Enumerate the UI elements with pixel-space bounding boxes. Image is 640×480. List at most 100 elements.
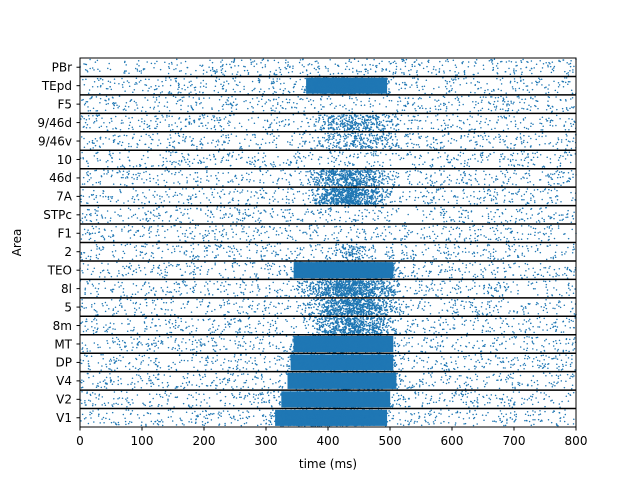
spike-point: [491, 90, 493, 93]
spike-point: [364, 170, 367, 172]
spike-point: [489, 119, 491, 122]
spike-point: [247, 92, 249, 95]
spike-point: [186, 181, 188, 184]
spike-point: [444, 180, 446, 182]
spike-point: [192, 96, 195, 99]
spike-point: [446, 115, 448, 117]
spike-point: [184, 137, 187, 140]
spike-point: [456, 115, 459, 118]
spike-point: [547, 192, 549, 194]
spike-point: [202, 79, 205, 82]
spike-point: [114, 115, 117, 118]
spike-point: [308, 84, 311, 86]
spike-point: [203, 116, 205, 119]
spike-point: [188, 121, 190, 123]
spike-point: [377, 154, 379, 157]
spike-point: [343, 83, 346, 86]
spike-point: [171, 161, 174, 164]
spike-point: [163, 105, 166, 107]
spike-point: [524, 146, 526, 148]
spike-point: [367, 152, 369, 155]
spike-point: [321, 82, 324, 85]
spike-point: [128, 150, 130, 153]
spike-point: [404, 87, 406, 90]
spike-point: [417, 170, 419, 172]
spike-point: [156, 123, 159, 125]
spike-point: [373, 139, 376, 142]
spike-point: [327, 120, 330, 122]
spike-point: [450, 142, 452, 144]
spike-point: [350, 135, 353, 137]
spike-point: [502, 108, 504, 110]
spike-point: [445, 60, 447, 62]
spike-point: [408, 174, 411, 176]
spike-point: [392, 123, 394, 125]
spike-point: [349, 85, 351, 88]
spike-point: [530, 199, 532, 201]
spike-point: [513, 72, 516, 75]
spike-point: [382, 89, 385, 91]
spike-point: [456, 199, 458, 202]
spike-point: [299, 157, 301, 160]
spike-point: [328, 95, 330, 98]
spike-point: [316, 83, 318, 85]
spike-point: [522, 141, 525, 144]
spike-point: [414, 166, 417, 169]
spike-point: [126, 171, 128, 174]
spike-point: [568, 177, 570, 179]
spike-point: [213, 126, 216, 128]
spike-point: [170, 137, 172, 139]
spike-point: [168, 141, 171, 144]
spike-point: [344, 134, 347, 137]
spike-point: [435, 191, 438, 193]
spike-point: [195, 69, 197, 72]
spike-point: [335, 146, 338, 148]
spike-point: [231, 110, 233, 113]
spike-point: [368, 163, 371, 165]
spike-point: [190, 203, 193, 205]
spike-point: [463, 71, 465, 73]
spike-point: [81, 99, 83, 102]
spike-point: [272, 86, 274, 88]
spike-point: [358, 80, 361, 82]
spike-point: [141, 106, 144, 109]
spike-point: [227, 181, 229, 183]
spike-point: [166, 114, 168, 117]
spike-point: [181, 152, 183, 155]
spike-point: [562, 59, 565, 61]
spike-point: [166, 193, 168, 196]
spike-point: [193, 121, 196, 124]
spike-point: [154, 62, 156, 65]
spike-point: [279, 164, 281, 166]
spike-point: [309, 151, 312, 154]
spike-point: [284, 61, 287, 64]
spike-point: [408, 182, 411, 185]
spike-point: [213, 196, 215, 199]
spike-point: [230, 66, 233, 69]
spike-point: [241, 174, 243, 176]
spike-point: [362, 81, 365, 83]
spike-point: [384, 174, 386, 177]
spike-point: [228, 192, 230, 195]
spike-point: [167, 72, 170, 75]
spike-point: [250, 61, 252, 64]
spike-point: [273, 135, 275, 137]
spike-point: [545, 108, 548, 111]
spike-point: [269, 100, 271, 102]
spike-point: [320, 84, 323, 87]
spike-point: [339, 91, 341, 93]
spike-point: [316, 179, 319, 182]
spike-point: [417, 143, 420, 146]
spike-point: [392, 73, 394, 75]
spike-point: [383, 178, 385, 181]
spike-point: [274, 198, 276, 201]
spike-point: [250, 63, 253, 65]
spike-point: [196, 77, 198, 79]
spike-point: [154, 101, 156, 103]
spike-point: [219, 119, 222, 121]
spike-point: [456, 74, 458, 76]
spike-point: [493, 138, 495, 140]
spike-point: [155, 115, 157, 117]
spike-point: [410, 183, 413, 186]
spike-point: [262, 156, 264, 159]
